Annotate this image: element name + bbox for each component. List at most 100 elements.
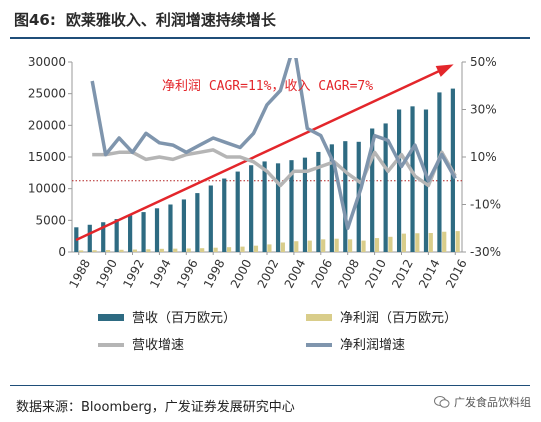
profit-bar — [374, 238, 380, 252]
profit-bar — [119, 249, 124, 252]
profit-growth-line — [90, 58, 457, 231]
right-axis-tick-label: 50% — [470, 55, 497, 69]
left-axis-tick-label: 0 — [58, 245, 66, 259]
x-axis-tick-label: 2014 — [416, 257, 443, 291]
x-axis-tick-label: 1994 — [147, 257, 174, 291]
profit-bar — [280, 242, 285, 252]
x-axis-tick-label: 2016 — [443, 257, 470, 291]
x-axis-tick-label: 1996 — [174, 257, 201, 291]
profit-bar — [132, 249, 138, 252]
left-axis-tick-label: 30000 — [28, 55, 66, 69]
x-axis-tick-label: 1990 — [93, 257, 120, 291]
revenue-bar — [316, 151, 321, 252]
profit-bar — [105, 250, 111, 252]
wechat-icon — [434, 396, 450, 408]
profit-bar — [213, 247, 218, 252]
revenue-bar — [396, 109, 402, 252]
x-axis-tick-label: 1998 — [201, 257, 228, 291]
left-axis-tick-label: 25000 — [28, 87, 66, 101]
x-axis-tick-label: 2000 — [228, 257, 255, 291]
x-axis-tick-label: 1988 — [66, 257, 93, 291]
revenue-bar — [195, 193, 200, 252]
revenue-bar — [208, 185, 213, 252]
profit-bar — [294, 241, 299, 252]
profit-bar — [415, 233, 420, 252]
right-axis-tick-label: 10% — [470, 150, 497, 164]
profit-bar — [347, 239, 353, 252]
figure-label: 图46: — [14, 10, 56, 29]
revenue-bar — [222, 178, 227, 252]
x-axis-tick-label: 2008 — [335, 257, 362, 291]
legend-label: 净利润（百万欧元） — [340, 311, 457, 326]
revenue-bar — [410, 106, 415, 252]
legend-label: 营收增速 — [132, 338, 184, 353]
source-note: 数据来源：Bloomberg，广发证券发展研究中心 — [16, 400, 295, 415]
x-axis-tick-label: 2012 — [389, 257, 416, 291]
revenue-bar — [128, 215, 133, 252]
revenue-growth-line — [92, 148, 457, 188]
right-axis-tick-label: -30% — [470, 245, 501, 259]
watermark: 广发食品饮料组 — [434, 394, 531, 410]
watermark-text: 广发食品饮料组 — [454, 396, 531, 409]
profit-bar — [240, 246, 245, 252]
profit-bar — [79, 250, 84, 252]
right-axis-tick-label: -10% — [470, 198, 501, 212]
profit-bar — [226, 247, 232, 252]
revenue-profit-chart: 0 5000 10000 15000 20000 25000 30000 -30% -10% 10… — [28, 55, 501, 353]
revenue-bar — [141, 212, 146, 252]
profit-bar — [92, 250, 97, 252]
profit-bar — [267, 244, 272, 252]
x-axis-tick-label: 1992 — [120, 257, 147, 291]
profit-bar — [401, 233, 406, 252]
revenue-bar — [383, 123, 388, 252]
title-divider — [10, 37, 530, 39]
x-axis-tick-label: 2010 — [362, 257, 389, 291]
legend-swatch — [98, 314, 124, 321]
profit-bar — [253, 245, 259, 252]
profit-bar — [200, 248, 205, 252]
profit-bar — [146, 249, 151, 252]
revenue-bar — [262, 161, 267, 252]
x-axis-tick-label: 2004 — [282, 257, 309, 291]
x-axis-tick-label: 2006 — [309, 257, 336, 291]
figure-title: 欧莱雅收入、利润增速持续增长 — [65, 10, 276, 29]
legend-swatch — [306, 314, 332, 321]
figure-header: 图46: 欧莱雅收入、利润增速持续增长 — [14, 4, 276, 34]
profit-bar — [307, 240, 312, 252]
left-axis-tick-label: 15000 — [28, 150, 66, 164]
revenue-bar — [329, 144, 334, 252]
legend-label: 营收（百万欧元） — [132, 311, 236, 326]
revenue-bar — [437, 92, 442, 253]
revenue-bar — [181, 199, 187, 252]
profit-bar — [428, 233, 433, 252]
left-axis-tick-label: 10000 — [28, 182, 66, 196]
x-axis-tick-label: 2002 — [255, 257, 282, 291]
cagr-arrow-head — [435, 64, 454, 77]
revenue-bar — [289, 160, 294, 252]
profit-bar — [173, 248, 178, 252]
profit-bar — [334, 238, 339, 252]
revenue-bar — [235, 171, 240, 252]
legend-label: 净利润增速 — [340, 338, 405, 353]
profit-bar — [321, 239, 326, 252]
revenue-bar — [343, 141, 348, 252]
profit-bar — [159, 248, 164, 252]
revenue-bar — [423, 109, 429, 252]
cagr-annotation: 净利润 CAGR=11%，收入 CAGR=7% — [162, 79, 373, 94]
cagr-trend-arrow — [75, 64, 451, 242]
profit-bar — [186, 248, 191, 252]
bottom-divider — [10, 385, 530, 386]
profit-bar — [388, 236, 393, 252]
revenue-bar — [154, 208, 160, 252]
profit-bar — [361, 240, 366, 252]
left-axis-tick-label: 5000 — [35, 213, 66, 227]
revenue-bar — [302, 157, 308, 252]
left-axis-tick-label: 20000 — [28, 118, 66, 132]
right-axis-tick-label: 30% — [470, 103, 497, 117]
revenue-bar — [275, 163, 281, 252]
profit-bar — [442, 231, 447, 252]
revenue-bar — [101, 222, 106, 252]
revenue-bar — [87, 224, 92, 252]
profit-bar — [455, 231, 460, 252]
revenue-bar — [249, 165, 254, 252]
